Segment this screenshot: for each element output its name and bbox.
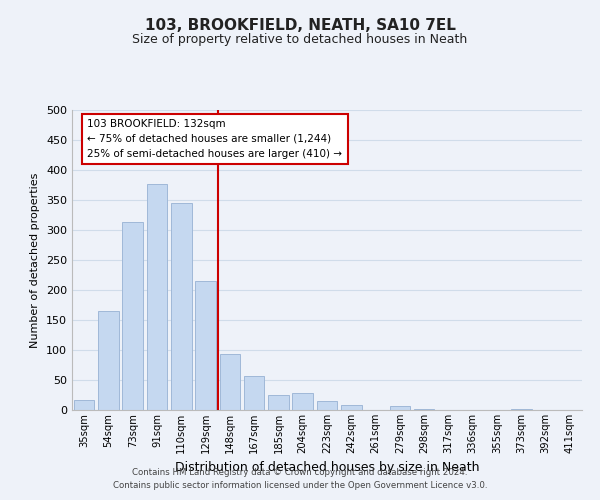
Bar <box>98 311 119 410</box>
Text: Contains public sector information licensed under the Open Government Licence v3: Contains public sector information licen… <box>113 480 487 490</box>
Bar <box>122 222 143 410</box>
Bar <box>341 405 362 410</box>
Bar <box>74 400 94 410</box>
Text: Contains HM Land Registry data © Crown copyright and database right 2024.: Contains HM Land Registry data © Crown c… <box>132 468 468 477</box>
Y-axis label: Number of detached properties: Number of detached properties <box>31 172 40 348</box>
Bar <box>268 395 289 410</box>
Bar <box>244 376 265 410</box>
Text: 103 BROOKFIELD: 132sqm
← 75% of detached houses are smaller (1,244)
25% of semi-: 103 BROOKFIELD: 132sqm ← 75% of detached… <box>88 119 342 158</box>
Bar <box>220 354 240 410</box>
Bar <box>317 401 337 410</box>
Text: 103, BROOKFIELD, NEATH, SA10 7EL: 103, BROOKFIELD, NEATH, SA10 7EL <box>145 18 455 32</box>
Bar <box>292 392 313 410</box>
Bar <box>171 203 191 410</box>
X-axis label: Distribution of detached houses by size in Neath: Distribution of detached houses by size … <box>175 462 479 474</box>
Bar <box>389 406 410 410</box>
Text: Size of property relative to detached houses in Neath: Size of property relative to detached ho… <box>133 32 467 46</box>
Bar <box>146 184 167 410</box>
Bar <box>195 281 216 410</box>
